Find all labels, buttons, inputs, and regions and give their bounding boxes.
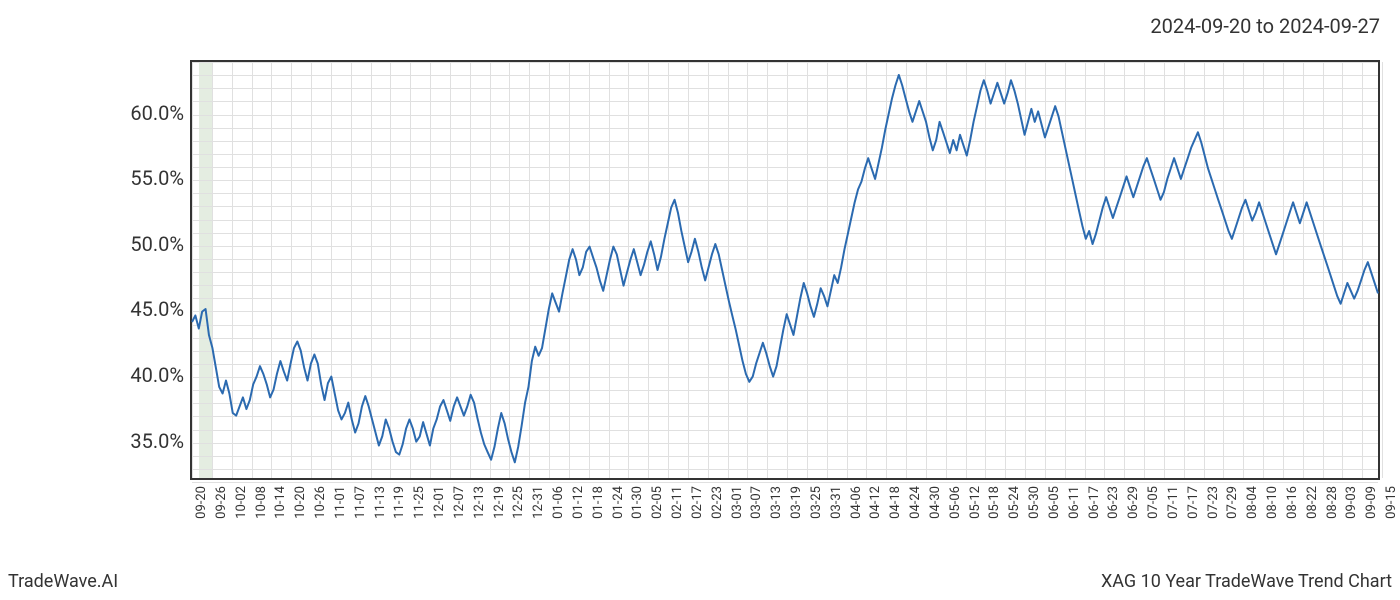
x-tick-label: 02-05 bbox=[650, 486, 665, 519]
x-tick-label: 07-05 bbox=[1146, 486, 1161, 519]
x-tick-label: 03-07 bbox=[749, 486, 764, 519]
y-tick-label: 50.0% bbox=[130, 232, 184, 256]
x-tick-label: 04-06 bbox=[849, 486, 864, 519]
date-range-label: 2024-09-20 to 2024-09-27 bbox=[1150, 14, 1380, 38]
x-tick-label: 03-01 bbox=[730, 486, 745, 519]
x-tick-label: 10-26 bbox=[313, 486, 328, 519]
chart-svg bbox=[192, 62, 1378, 478]
x-tick-label: 06-05 bbox=[1047, 486, 1062, 519]
x-tick-label: 08-16 bbox=[1285, 486, 1300, 519]
x-tick-label: 02-23 bbox=[710, 486, 725, 519]
x-tick-label: 08-28 bbox=[1325, 486, 1340, 519]
x-tick-label: 01-12 bbox=[571, 486, 586, 519]
x-tick-label: 03-13 bbox=[769, 486, 784, 519]
x-tick-label: 07-23 bbox=[1206, 486, 1221, 519]
y-tick-label: 40.0% bbox=[130, 363, 184, 387]
x-tick-label: 03-25 bbox=[809, 486, 824, 519]
y-tick-label: 60.0% bbox=[130, 101, 184, 125]
series-line bbox=[192, 75, 1378, 462]
y-tick-label: 45.0% bbox=[130, 297, 184, 321]
x-tick-label: 10-20 bbox=[293, 486, 308, 519]
x-tick-label: 05-12 bbox=[968, 486, 983, 519]
x-tick-label: 04-30 bbox=[928, 486, 943, 519]
grid-line-h bbox=[192, 482, 1378, 483]
x-tick-label: 11-25 bbox=[412, 486, 427, 519]
x-tick-label: 01-18 bbox=[591, 486, 606, 519]
x-tick-label: 02-11 bbox=[670, 486, 685, 519]
x-tick-label: 10-02 bbox=[234, 486, 249, 519]
x-tick-label: 01-06 bbox=[551, 486, 566, 519]
x-tick-label: 11-13 bbox=[373, 486, 388, 519]
x-tick-label: 05-24 bbox=[1007, 486, 1022, 519]
y-tick-label: 35.0% bbox=[130, 429, 184, 453]
x-tick-label: 03-19 bbox=[789, 486, 804, 519]
x-tick-label: 09-03 bbox=[1344, 486, 1359, 519]
x-tick-label: 07-11 bbox=[1166, 486, 1181, 519]
x-tick-label: 05-18 bbox=[987, 486, 1002, 519]
x-tick-label: 06-17 bbox=[1087, 486, 1102, 519]
x-tick-label: 06-11 bbox=[1067, 486, 1082, 519]
x-tick-label: 08-10 bbox=[1265, 486, 1280, 519]
x-tick-label: 09-26 bbox=[214, 486, 229, 519]
branding-label: TradeWave.AI bbox=[8, 571, 118, 592]
x-tick-label: 12-13 bbox=[472, 486, 487, 519]
x-tick-label: 11-07 bbox=[353, 486, 368, 519]
chart-title: XAG 10 Year TradeWave Trend Chart bbox=[1101, 571, 1392, 592]
grid-line-v bbox=[1382, 62, 1383, 478]
x-tick-label: 12-07 bbox=[452, 486, 467, 519]
x-tick-label: 06-29 bbox=[1126, 486, 1141, 519]
x-tick-label: 10-08 bbox=[254, 486, 269, 519]
x-tick-label: 04-12 bbox=[868, 486, 883, 519]
x-tick-label: 09-20 bbox=[194, 486, 209, 519]
x-tick-label: 05-30 bbox=[1027, 486, 1042, 519]
x-tick-label: 04-18 bbox=[888, 486, 903, 519]
x-tick-label: 04-24 bbox=[908, 486, 923, 519]
x-tick-label: 09-09 bbox=[1364, 486, 1379, 519]
x-tick-label: 01-30 bbox=[630, 486, 645, 519]
chart-container: 2024-09-20 to 2024-09-27 TradeWave.AI XA… bbox=[0, 0, 1400, 600]
x-tick-label: 12-25 bbox=[511, 486, 526, 519]
x-tick-label: 11-01 bbox=[333, 486, 348, 519]
x-tick-label: 08-04 bbox=[1245, 486, 1260, 519]
x-tick-label: 11-19 bbox=[392, 486, 407, 519]
x-tick-label: 12-19 bbox=[492, 486, 507, 519]
x-tick-label: 12-01 bbox=[432, 486, 447, 519]
x-tick-label: 02-17 bbox=[690, 486, 705, 519]
x-tick-label: 01-24 bbox=[611, 486, 626, 519]
x-tick-label: 03-31 bbox=[829, 486, 844, 519]
x-tick-label: 06-23 bbox=[1106, 486, 1121, 519]
x-tick-label: 09-15 bbox=[1384, 486, 1399, 519]
x-tick-label: 05-06 bbox=[948, 486, 963, 519]
x-tick-label: 07-17 bbox=[1186, 486, 1201, 519]
plot-area bbox=[190, 60, 1380, 480]
y-tick-label: 55.0% bbox=[130, 166, 184, 190]
x-tick-label: 12-31 bbox=[531, 486, 546, 519]
x-tick-label: 10-14 bbox=[273, 486, 288, 519]
x-tick-label: 07-29 bbox=[1225, 486, 1240, 519]
x-tick-label: 08-22 bbox=[1305, 486, 1320, 519]
